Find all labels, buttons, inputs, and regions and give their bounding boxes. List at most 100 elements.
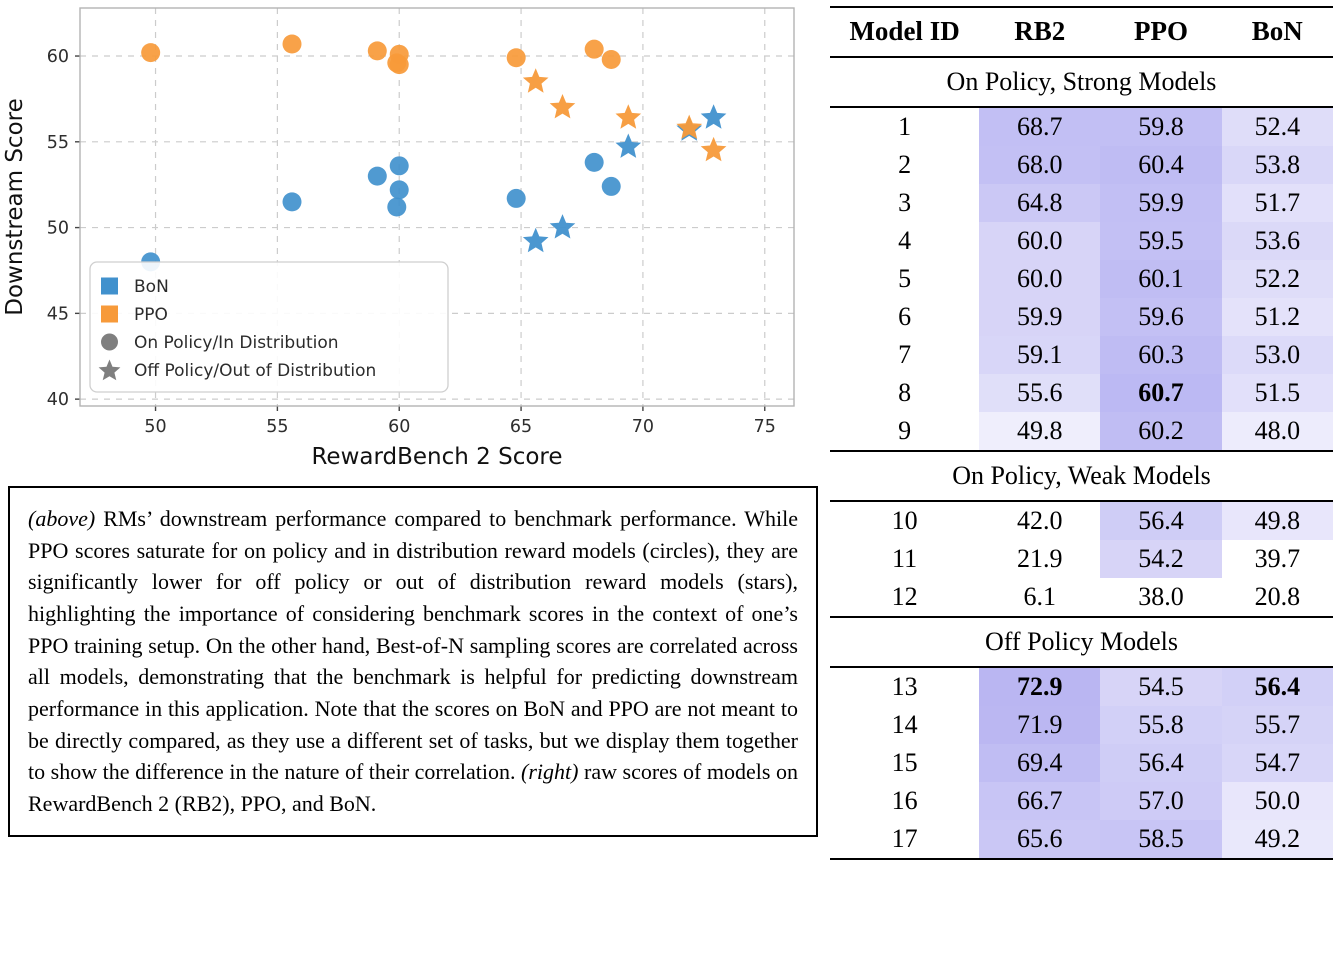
score-cell: 66.7 <box>979 782 1101 820</box>
y-tick-label: 45 <box>47 304 69 324</box>
col-header-bon: BoN <box>1221 6 1333 58</box>
score-cell: 72.9 <box>979 667 1101 706</box>
table-section-title: On Policy, Strong Models <box>830 56 1333 108</box>
scatter-star-point <box>522 68 549 93</box>
caption-text-part: (above) <box>28 506 96 531</box>
scatter-star-point <box>615 133 642 158</box>
x-tick-label: 70 <box>632 417 654 437</box>
scores-table: Model ID RB2 PPO BoN On Policy, Strong M… <box>830 6 1333 860</box>
scatter-plot: 50 55 60 65 70 75 40 45 50 55 60 RewardBench 2 Scor… <box>2 7 795 470</box>
legend-label: BoN <box>134 277 169 297</box>
score-cell: 60.1 <box>1100 260 1222 298</box>
score-cell: 42.0 <box>1017 506 1063 535</box>
score-cell: 60.3 <box>1100 336 1222 374</box>
left-column: 50 55 60 65 70 75 40 45 50 55 60 RewardBench 2 Scor… <box>2 7 818 837</box>
model-id-cell: 3 <box>898 188 912 217</box>
legend-circle-icon <box>101 333 118 351</box>
x-tick-label: 55 <box>266 417 288 437</box>
model-id-cell: 2 <box>898 150 912 179</box>
legend-star-icon <box>98 359 121 381</box>
scatter-point <box>601 49 621 69</box>
table-row: 14 71.9 55.8 55.7 <box>830 706 1333 744</box>
table-row: 10 42.0 56.4 49.8 <box>830 501 1333 540</box>
score-cell: 49.8 <box>1221 501 1333 540</box>
model-id-cell: 13 <box>891 672 918 701</box>
table-row: 4 60.0 59.5 53.6 <box>830 222 1333 260</box>
model-id-cell: 5 <box>898 264 912 293</box>
table-row: 13 72.9 54.5 56.4 <box>830 667 1333 706</box>
model-id-cell: 14 <box>891 710 918 739</box>
scatter-point <box>389 156 409 176</box>
scatter-point <box>601 176 621 196</box>
scatter-point <box>282 192 302 212</box>
model-id-cell: 17 <box>830 820 980 860</box>
legend-label: Off Policy/Out of Distribution <box>134 361 376 381</box>
caption-box: (above) RMs’ downstream performance comp… <box>8 486 818 837</box>
x-tick-label: 60 <box>388 417 410 437</box>
table-header-row: Model ID RB2 PPO BoN <box>830 6 1333 58</box>
score-cell: 71.9 <box>979 706 1101 744</box>
score-cell: 59.9 <box>979 298 1101 336</box>
table-row: 7 59.1 60.3 53.0 <box>830 336 1333 374</box>
score-cell: 56.4 <box>1221 667 1333 706</box>
model-id-cell: 4 <box>898 226 912 255</box>
table-row: 3 64.8 59.9 51.7 <box>830 184 1333 222</box>
model-id-cell: 10 <box>891 506 918 535</box>
scatter-point <box>141 43 161 63</box>
model-id-cell: 9 <box>898 416 912 445</box>
legend-square-icon <box>101 305 118 323</box>
legend-label: PPO <box>134 305 168 325</box>
table-row: 5 60.0 60.1 52.2 <box>830 260 1333 298</box>
right-column: Model ID RB2 PPO BoN On Policy, Strong M… <box>824 0 1343 958</box>
scatter-point <box>584 39 604 59</box>
score-cell: 50.0 <box>1221 782 1333 820</box>
score-cell: 48.0 <box>1221 412 1333 451</box>
scatter-point <box>584 152 604 172</box>
model-id-cell: 15 <box>891 748 918 777</box>
scatter-point <box>389 180 409 200</box>
score-cell: 55.7 <box>1221 706 1333 744</box>
caption-text: (above) RMs’ downstream performance comp… <box>28 506 798 816</box>
y-tick-label: 55 <box>47 133 69 153</box>
scatter-star-point <box>676 114 703 139</box>
plot-border <box>79 7 795 407</box>
x-tick-label: 65 <box>510 417 532 437</box>
score-cell: 55.8 <box>1100 706 1222 744</box>
score-cell: 65.6 <box>979 820 1101 860</box>
score-cell: 51.2 <box>1221 298 1333 336</box>
scatter-star-point <box>615 104 642 129</box>
score-cell: 53.6 <box>1221 222 1333 260</box>
score-cell: 49.8 <box>979 412 1101 451</box>
x-tick-label: 75 <box>754 417 776 437</box>
model-id-cell: 16 <box>891 786 918 815</box>
score-cell: 59.5 <box>1100 222 1222 260</box>
score-cell: 53.0 <box>1221 336 1333 374</box>
model-id-cell: 12 <box>891 582 918 611</box>
col-header-model-id: Model ID <box>830 6 980 58</box>
score-cell: 49.2 <box>1221 820 1333 860</box>
score-cell: 56.4 <box>1100 744 1222 782</box>
score-cell: 60.2 <box>1100 412 1222 451</box>
score-cell: 51.7 <box>1221 184 1333 222</box>
score-cell: 6.1 <box>1023 582 1057 611</box>
legend-square-icon <box>101 277 118 295</box>
scatter-point <box>387 197 407 217</box>
table-row: 16 66.7 57.0 50.0 <box>830 782 1333 820</box>
score-cell: 60.4 <box>1100 146 1222 184</box>
model-id-cell: 8 <box>898 378 912 407</box>
score-cell: 69.4 <box>979 744 1101 782</box>
table-row: 12 6.1 38.0 20.8 <box>830 578 1333 617</box>
score-cell: 55.6 <box>979 374 1101 412</box>
score-cell: 54.7 <box>1221 744 1333 782</box>
score-cell: 68.0 <box>979 146 1101 184</box>
scatter-point <box>367 166 387 186</box>
score-cell: 59.9 <box>1100 184 1222 222</box>
score-cell: 38.0 <box>1138 582 1184 611</box>
table-row: 9 49.8 60.2 48.0 <box>830 412 1333 451</box>
caption-text-part: RMs’ downstream performance compared to … <box>28 506 798 785</box>
table-section-title: On Policy, Weak Models <box>830 450 1333 502</box>
score-cell: 68.7 <box>979 107 1101 146</box>
model-id-cell: 7 <box>898 340 912 369</box>
scatter-star-point <box>700 136 727 162</box>
